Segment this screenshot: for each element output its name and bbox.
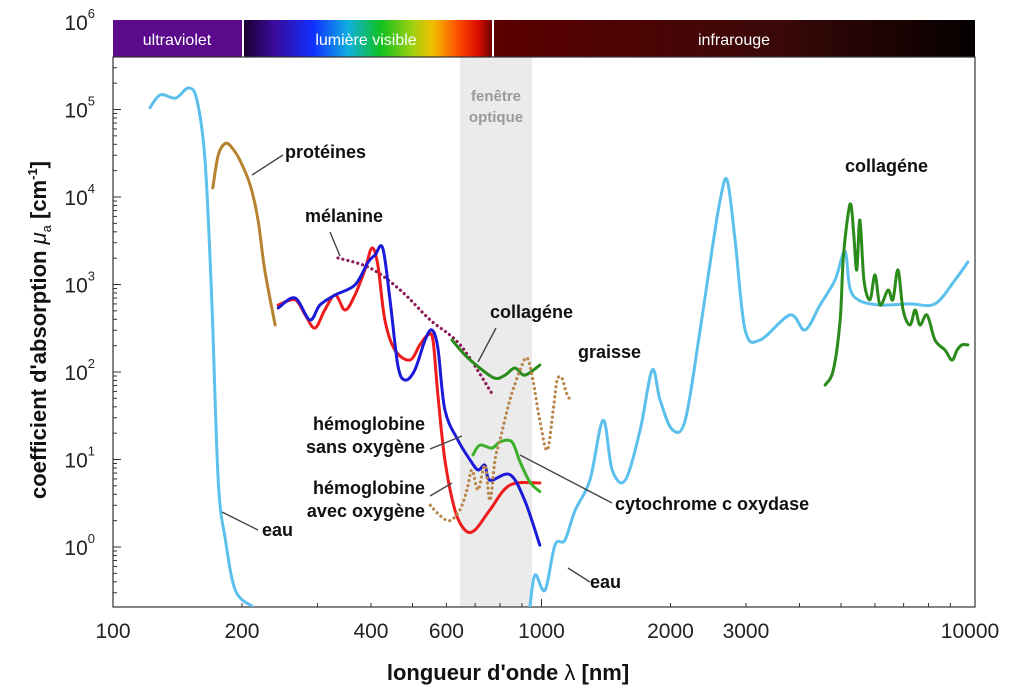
annotation-label-collagene_ir: collagéne (845, 156, 928, 176)
optical-window-label-line2: optique (469, 109, 523, 126)
x-tick-label: 10000 (941, 620, 999, 643)
band-visible (244, 20, 492, 57)
annotation-label-graisse: graisse (578, 342, 641, 362)
y-tick-label: 101 (64, 444, 95, 473)
x-tick-label: 1000 (518, 620, 565, 643)
plot-frame (112, 56, 976, 608)
annotation-label-cytochrome: cytochrome c oxydase (615, 494, 809, 514)
x-axis-title: longueur d'onde λ [nm] (387, 660, 629, 685)
annotation-leader-line (567, 567, 591, 583)
x-tick-label: 600 (429, 620, 464, 643)
series-line-hémoglobine-sans-oxygène (276, 244, 542, 547)
annotation-label-hb_oxy-line2: avec oxygène (307, 501, 425, 521)
annotation-label-hb_deoxy-line1: hémoglobine (313, 414, 425, 434)
y-tick-label: 100 (64, 531, 95, 560)
annotation-leader-line (329, 231, 341, 257)
x-tick-label: 3000 (723, 620, 770, 643)
x-tick-label: 2000 (647, 620, 694, 643)
annotation-label-hb_oxy-line1: hémoglobine (313, 478, 425, 498)
y-tick-label: 102 (64, 356, 95, 385)
annotation-label-collagene_vis: collagéne (490, 302, 573, 322)
axes: 100 200 400 600 1000 2000 3000 10000 100 101 102 10… (64, 6, 999, 643)
series-group (148, 86, 970, 607)
band-label-infrared: infrarouge (698, 32, 770, 49)
annotation-label-hb_deoxy-line2: sans oxygène (306, 437, 425, 457)
x-tick-label: 200 (224, 620, 259, 643)
y-tick-label: 105 (64, 94, 95, 123)
y-tick-label: 106 (64, 6, 95, 35)
series-line-eau-ir- (528, 177, 970, 607)
annotations: protéinesmélaninecollagénecollagénegrais… (221, 142, 928, 592)
annotation-leader-line (477, 327, 497, 363)
band-ultraviolet (113, 20, 242, 57)
series-line-eau-uv- (148, 86, 254, 607)
annotation-leader-line (429, 482, 453, 497)
optical-window-region (460, 57, 532, 607)
y-tick-label: 104 (64, 181, 95, 210)
optical-window-label-line1: fenêtre (471, 88, 521, 105)
band-label-visible: lumière visible (315, 32, 416, 49)
band-label-ultraviolet: ultraviolet (143, 32, 212, 49)
series-line-cytochrome-c-oxydase (471, 438, 542, 494)
annotation-leader-line (251, 154, 284, 176)
annotation-leader-line (519, 454, 613, 504)
series-line-collagéne-visible- (450, 338, 542, 380)
annotation-label-eau_uv: eau (262, 520, 293, 540)
y-axis-title: coefficient d'absorption μa [cm-1] (25, 161, 54, 499)
band-infrared (494, 20, 975, 57)
annotation-label-proteines: protéines (285, 142, 366, 162)
series-line-protéines (211, 141, 277, 327)
annotation-leader-line (221, 511, 259, 531)
x-tick-label: 400 (353, 620, 388, 643)
series-line-collagéne-ir- (823, 202, 970, 387)
series-line-graisse (428, 356, 572, 523)
annotation-label-eau_ir: eau (590, 572, 621, 592)
y-tick-label: 103 (64, 269, 95, 298)
annotation-label-melanine: mélanine (305, 206, 383, 226)
x-tick-label: 100 (95, 620, 130, 643)
annotation-leader-line (429, 435, 463, 450)
